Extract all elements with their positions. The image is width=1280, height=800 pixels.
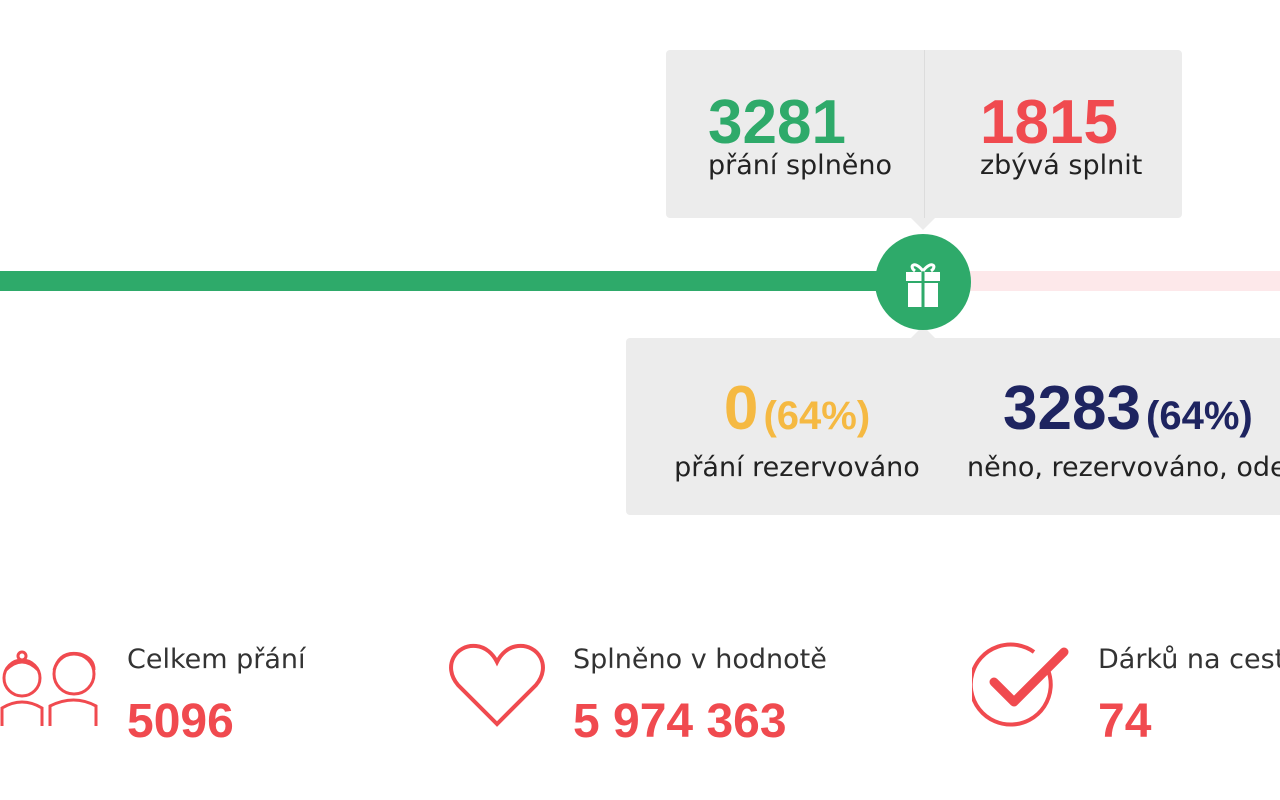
bottom-box: 0 (64%) přání rezervováno 3283 (64%) něn… xyxy=(626,338,1280,515)
kids-icon xyxy=(0,650,98,726)
check-icon xyxy=(972,642,1069,727)
reserved-percent: (64%) xyxy=(763,394,871,438)
reserved: 0 (64%) xyxy=(626,378,968,440)
reserved-label: přání rezervováno xyxy=(674,452,920,483)
progress-remaining xyxy=(923,271,1280,291)
done-label: přání splněno xyxy=(708,150,893,181)
total-done: 3283 (64%) xyxy=(1003,378,1253,440)
total-done-value: 3283 xyxy=(1003,374,1141,443)
heart-icon xyxy=(449,643,545,727)
stat-value: 5096 xyxy=(127,695,234,748)
divider xyxy=(924,50,925,218)
progress-done xyxy=(0,271,923,291)
stat-label: Dárků na cest xyxy=(1098,644,1280,675)
done-value: 3281 xyxy=(708,88,846,157)
pointer xyxy=(911,218,935,230)
stat-value: 74 xyxy=(1098,695,1152,748)
total-done-percent: (64%) xyxy=(1146,394,1253,438)
stat-value: 5 974 363 xyxy=(573,695,787,748)
gift-badge xyxy=(875,234,971,330)
remaining-value: 1815 xyxy=(980,88,1118,157)
total-done-label: něno, rezervováno, ode xyxy=(967,452,1280,483)
reserved-value: 0 xyxy=(723,374,759,443)
stat-label: Celkem přání xyxy=(127,644,306,675)
top-box: 3281 přání splněno 1815 zbývá splnit xyxy=(666,50,1182,218)
stat-label: Splněno v hodnotě xyxy=(573,644,827,675)
remaining-label: zbývá splnit xyxy=(980,150,1143,181)
